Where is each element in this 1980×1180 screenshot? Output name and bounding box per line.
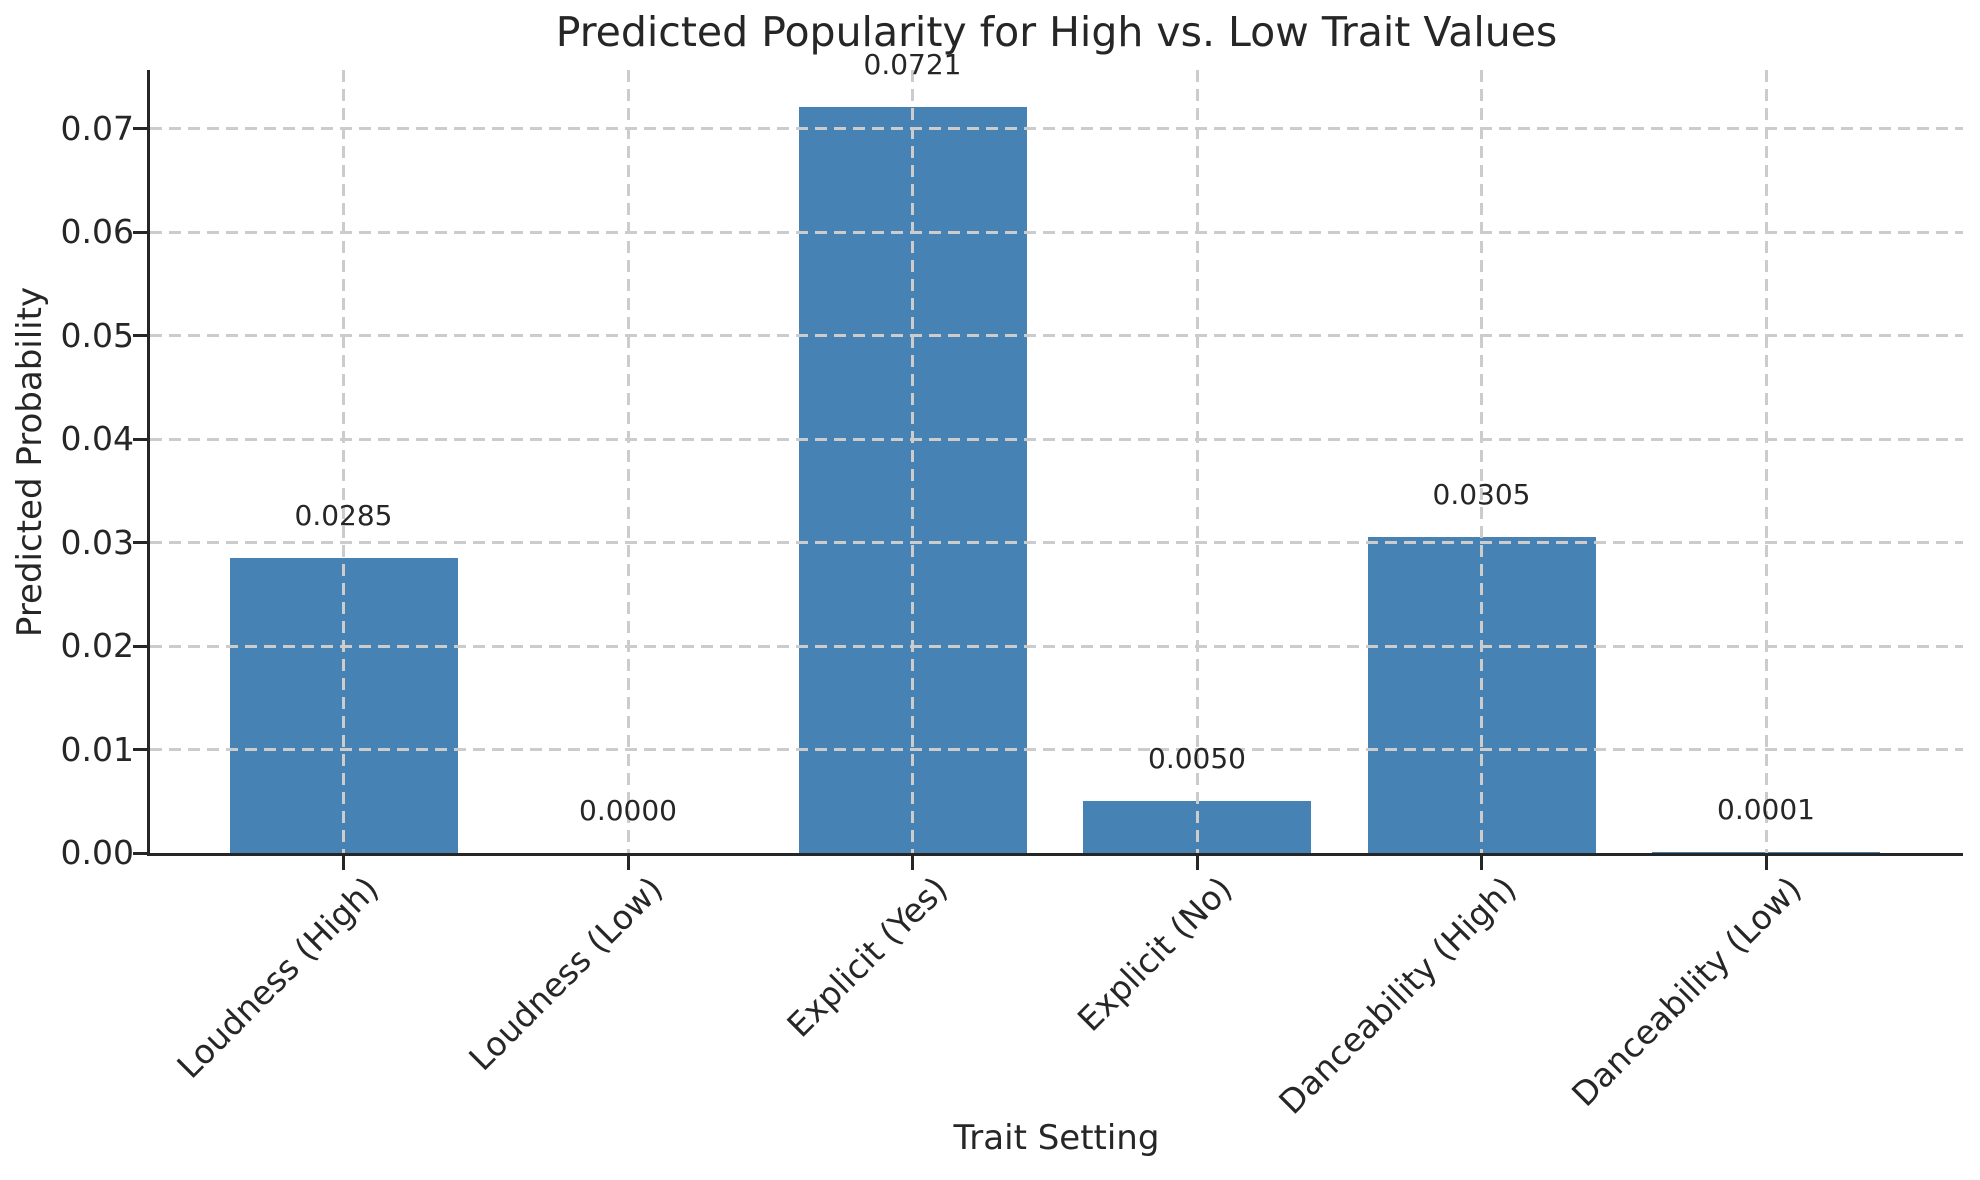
x-tick-mark — [1195, 856, 1199, 870]
y-tick-mark — [133, 748, 147, 751]
y-tick-mark — [133, 644, 147, 648]
x-tick-mark — [1480, 856, 1483, 870]
y-tick-mark — [133, 230, 147, 234]
gridline-horizontal — [150, 127, 1963, 130]
gridline-vertical — [342, 70, 345, 853]
gridline-horizontal — [150, 748, 1963, 751]
y-tick-mark — [133, 127, 147, 130]
x-tick-mark — [1764, 856, 1768, 870]
y-tick-label: 0.04 — [60, 419, 134, 458]
x-axis-spine — [147, 853, 1963, 856]
y-tick-label: 0.03 — [60, 522, 134, 562]
gridline-horizontal — [150, 334, 1963, 337]
y-tick-label: 0.01 — [60, 729, 134, 769]
x-tick-mark — [626, 856, 630, 870]
x-tick-label-danceability-low: Danceability (Low) — [1563, 869, 1809, 1114]
bar-value-label: 0.0285 — [294, 499, 393, 533]
bar-value-label: 0.0000 — [579, 794, 677, 827]
y-tick-mark — [133, 541, 147, 544]
y-tick-label: 0.02 — [60, 626, 134, 665]
x-tick-label-explicit-yes: Explicit (Yes) — [779, 869, 956, 1045]
x-tick-mark — [342, 856, 345, 870]
gridline-horizontal — [150, 437, 1963, 441]
y-tick-mark — [133, 851, 147, 855]
x-tick-label-explicit-no: Explicit (No) — [1069, 869, 1240, 1039]
x-axis-label: Trait Setting — [953, 1118, 1160, 1158]
bar-value-label: 0.0001 — [1717, 792, 1815, 826]
bar-value-label: 0.0721 — [863, 47, 962, 81]
y-tick-mark — [133, 437, 147, 441]
x-tick-mark — [911, 856, 914, 870]
bar-value-label: 0.0305 — [1432, 478, 1531, 512]
y-tick-label: 0.07 — [60, 108, 134, 148]
x-tick-label-loudness-low: Loudness (Low) — [461, 869, 671, 1079]
gridline-horizontal — [150, 230, 1963, 234]
y-tick-mark — [133, 334, 147, 337]
gridline-vertical — [626, 70, 630, 853]
bar-value-label: 0.0050 — [1148, 742, 1246, 776]
gridline-vertical — [911, 70, 914, 853]
gridline-vertical — [1195, 70, 1199, 853]
gridline-vertical — [1764, 70, 1768, 853]
x-tick-label-loudness-high: Loudness (High) — [169, 869, 387, 1086]
y-tick-label: 0.00 — [60, 833, 134, 872]
gridline-horizontal — [150, 644, 1963, 648]
gridline-vertical — [1480, 70, 1483, 853]
x-tick-label-danceability-high: Danceability (High) — [1271, 869, 1525, 1122]
y-tick-label: 0.05 — [60, 315, 134, 355]
y-tick-label: 0.06 — [60, 212, 134, 251]
chart-title: Predicted Popularity for High vs. Low Tr… — [555, 8, 1558, 56]
gridline-horizontal — [150, 541, 1963, 544]
y-axis-spine — [147, 70, 150, 856]
